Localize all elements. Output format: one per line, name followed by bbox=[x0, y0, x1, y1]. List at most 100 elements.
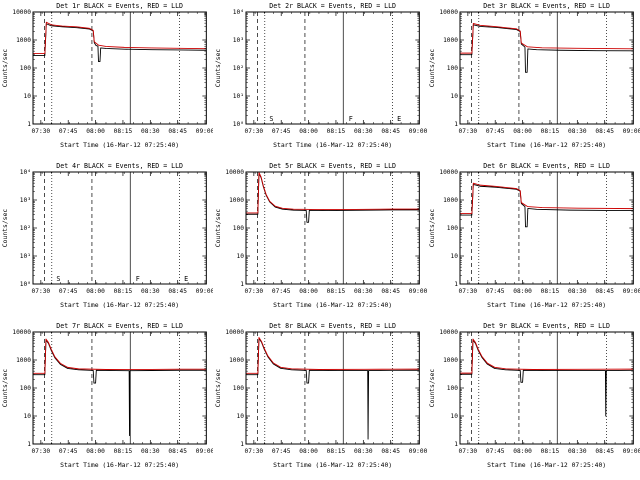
plot-frame bbox=[32, 331, 207, 445]
x-tick-label: 08:15 bbox=[114, 288, 133, 295]
y-tick-label: 1000 bbox=[443, 197, 458, 204]
x-tick-label: 08:15 bbox=[327, 448, 346, 455]
x-tick-label: 07:45 bbox=[59, 128, 78, 135]
plot-frame bbox=[245, 331, 421, 445]
series-events bbox=[459, 24, 633, 73]
y-tick-label: 100 bbox=[446, 385, 457, 392]
y-tick-label: 1000 bbox=[443, 357, 458, 364]
series-events bbox=[459, 339, 633, 417]
y-tick-label: 1 bbox=[241, 281, 245, 288]
x-tick-label: 08:15 bbox=[327, 288, 346, 295]
x-tick-label: 08:30 bbox=[141, 288, 160, 295]
panel-det-3r: 07:30 07:45 08:00 08:15 08:30 08:45 09:00 1 10 10… bbox=[427, 0, 640, 160]
x-tick-label: 08:15 bbox=[327, 128, 346, 135]
plot-frame bbox=[245, 11, 421, 125]
y-tick-label: 10 bbox=[237, 253, 245, 260]
x-tick-label: 08:30 bbox=[141, 128, 160, 135]
x-tick-label: 08:30 bbox=[568, 448, 587, 455]
series-lld bbox=[32, 21, 207, 54]
panel-det-1r: 07:30 07:45 08:00 08:15 08:30 08:45 09:00 1 10 10… bbox=[0, 0, 215, 160]
series-lld bbox=[459, 182, 633, 214]
x-tick-label: 08:45 bbox=[595, 288, 614, 295]
x-tick-label: 09:00 bbox=[409, 128, 427, 135]
chart-title: Det 8r BLACK = Events, RED = LLD bbox=[270, 322, 397, 330]
y-tick-label: 10000 bbox=[439, 9, 458, 16]
series-events bbox=[459, 183, 633, 228]
x-tick-label: 08:15 bbox=[114, 448, 133, 455]
y-tick-label: 10⁰ bbox=[20, 281, 31, 288]
y-tick-label: 10¹ bbox=[20, 253, 31, 260]
series-lld bbox=[246, 172, 420, 214]
y-tick-label: 1 bbox=[454, 121, 458, 128]
x-tick-label: 08:45 bbox=[595, 448, 614, 455]
x-axis-label: Start Time (16-Mar-12 07:25:40) bbox=[487, 461, 606, 469]
x-tick-label: 08:00 bbox=[86, 128, 105, 135]
x-axis-label: Start Time (16-Mar-12 07:25:40) bbox=[487, 141, 606, 149]
y-tick-label: 10000 bbox=[439, 169, 458, 176]
chart-det-2r: 07:30 07:45 08:00 08:15 08:30 08:45 09:00 10⁰ 10… bbox=[214, 2, 428, 149]
x-tick-label: 08:00 bbox=[86, 288, 105, 295]
panel-det-7r: 07:30 07:45 08:00 08:15 08:30 08:45 09:00 1 10 10… bbox=[0, 320, 215, 480]
chart-title: Det 2r BLACK = Events, RED = LLD bbox=[270, 2, 397, 10]
y-tick-label: 1000 bbox=[443, 37, 458, 44]
y-axis-label: Counts/sec bbox=[428, 209, 436, 248]
series-events bbox=[32, 339, 207, 437]
flag-letter-f: F bbox=[136, 275, 140, 283]
series-lld bbox=[459, 23, 633, 54]
plot-frame bbox=[459, 331, 634, 445]
x-tick-label: 08:00 bbox=[86, 448, 105, 455]
x-tick-label: 09:00 bbox=[196, 288, 214, 295]
x-tick-label: 08:30 bbox=[354, 448, 373, 455]
x-tick-label: 08:45 bbox=[382, 448, 401, 455]
y-tick-label: 10000 bbox=[12, 329, 31, 336]
x-tick-label: 07:45 bbox=[272, 448, 291, 455]
x-tick-label: 07:30 bbox=[32, 128, 51, 135]
panel-det-8r: 07:30 07:45 08:00 08:15 08:30 08:45 09:00 1 10 10… bbox=[213, 320, 428, 480]
x-tick-label: 08:30 bbox=[354, 288, 373, 295]
x-tick-label: 07:30 bbox=[32, 448, 51, 455]
y-tick-label: 10⁰ bbox=[233, 121, 244, 128]
y-axis-label: Counts/sec bbox=[1, 49, 9, 88]
x-tick-label: 08:30 bbox=[141, 448, 160, 455]
plot-frame bbox=[32, 171, 207, 285]
x-tick-label: 09:00 bbox=[622, 448, 640, 455]
x-tick-label: 08:45 bbox=[382, 288, 401, 295]
x-tick-label: 07:30 bbox=[32, 288, 51, 295]
panel-det-5r: 07:30 07:45 08:00 08:15 08:30 08:45 09:00 1 10 10… bbox=[213, 160, 428, 320]
x-tick-label: 07:45 bbox=[272, 288, 291, 295]
chart-det-5r: 07:30 07:45 08:00 08:15 08:30 08:45 09:00 1 10 10… bbox=[214, 162, 428, 309]
y-tick-label: 100 bbox=[233, 385, 244, 392]
x-tick-label: 07:30 bbox=[245, 448, 264, 455]
chart-det-1r: 07:30 07:45 08:00 08:15 08:30 08:45 09:00 1 10 10… bbox=[1, 2, 215, 149]
x-tick-label: 09:00 bbox=[409, 288, 427, 295]
x-tick-label: 07:45 bbox=[59, 288, 78, 295]
x-tick-label: 07:30 bbox=[458, 128, 477, 135]
y-tick-label: 1 bbox=[454, 441, 458, 448]
x-tick-label: 09:00 bbox=[622, 288, 640, 295]
x-tick-label: 07:30 bbox=[458, 288, 477, 295]
chart-det-4r: 07:30 07:45 08:00 08:15 08:30 08:45 09:00 10⁰ 10… bbox=[1, 162, 215, 309]
series-events bbox=[246, 172, 420, 223]
x-axis-label: Start Time (16-Mar-12 07:25:40) bbox=[273, 141, 392, 149]
plot-frame bbox=[32, 11, 207, 125]
flag-letter-s: S bbox=[270, 115, 274, 123]
x-axis-label: Start Time (16-Mar-12 07:25:40) bbox=[273, 301, 392, 309]
y-axis-label: Counts/sec bbox=[214, 49, 222, 88]
x-tick-label: 08:00 bbox=[513, 288, 532, 295]
x-tick-label: 07:45 bbox=[486, 128, 505, 135]
y-tick-label: 10000 bbox=[226, 329, 245, 336]
x-axis-label: Start Time (16-Mar-12 07:25:40) bbox=[60, 301, 179, 309]
x-tick-label: 08:30 bbox=[568, 128, 587, 135]
x-axis-label: Start Time (16-Mar-12 07:25:40) bbox=[273, 461, 392, 469]
x-tick-label: 07:45 bbox=[272, 128, 291, 135]
y-tick-label: 10² bbox=[20, 225, 31, 232]
x-tick-label: 08:15 bbox=[114, 128, 133, 135]
y-tick-label: 10¹ bbox=[233, 93, 244, 100]
y-tick-label: 10³ bbox=[20, 197, 31, 204]
x-tick-label: 08:45 bbox=[382, 128, 401, 135]
chart-det-8r: 07:30 07:45 08:00 08:15 08:30 08:45 09:00 1 10 10… bbox=[214, 322, 428, 469]
chart-title: Det 7r BLACK = Events, RED = LLD bbox=[56, 322, 183, 330]
x-tick-label: 07:30 bbox=[245, 288, 264, 295]
